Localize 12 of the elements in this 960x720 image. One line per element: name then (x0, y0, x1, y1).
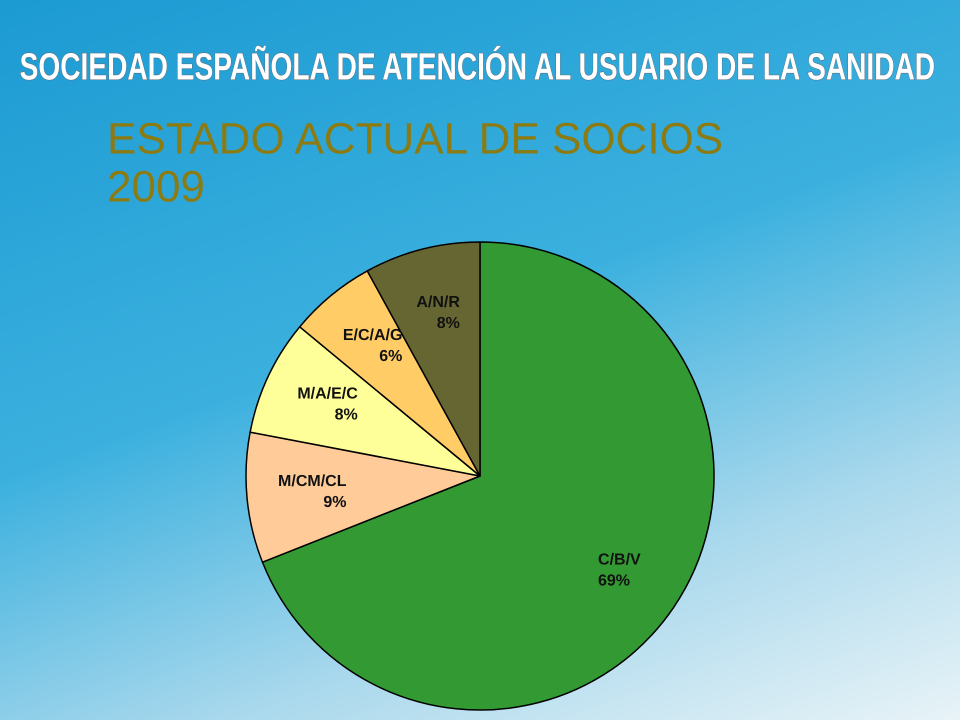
data-label: 8% (436, 314, 460, 332)
slice-label: M/A/E/C (297, 385, 358, 402)
slice-label: E/C/A/G (342, 327, 402, 344)
chart-title: ESTADO ACTUAL DE SOCIOS 2009 (107, 114, 736, 212)
slice-label: M/CM/CL (278, 472, 347, 490)
slice-label: A/N/R (416, 294, 460, 311)
slice-label: C/B/V (598, 552, 642, 569)
data-label: 9% (323, 494, 346, 511)
text: SOCIEDAD ESPAÑOLA DE ATENCIÓN AL USUARIO DE LA SANIDAD (20, 45, 936, 89)
data-label: 8% (334, 406, 358, 424)
data-label: 69% (598, 572, 630, 590)
data-label: 6% (379, 348, 402, 366)
